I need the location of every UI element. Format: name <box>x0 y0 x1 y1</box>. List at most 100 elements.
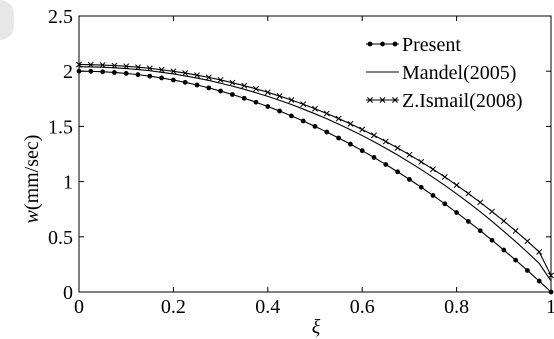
series-3-point-stroke <box>548 272 554 279</box>
series-3-point-stroke <box>418 158 425 165</box>
series-1-point <box>395 169 400 175</box>
series-3-point <box>512 227 519 234</box>
series-3-point-stroke <box>512 227 519 234</box>
series-1-point <box>466 219 471 224</box>
series-3-point <box>146 65 153 72</box>
legend-swatch-marker <box>380 41 385 47</box>
series-3-point <box>87 61 94 68</box>
series-1-point <box>430 193 436 198</box>
series-3-point-stroke <box>430 166 436 173</box>
series-3-point-stroke <box>359 126 366 133</box>
series-3-point <box>489 208 495 215</box>
series-3-point <box>524 238 531 245</box>
legend-label: Present <box>402 34 461 56</box>
series-3-point-stroke <box>323 110 330 117</box>
series-3-point-stroke <box>253 85 259 92</box>
series-1-point <box>442 201 448 207</box>
legend-swatch-marker <box>379 97 386 103</box>
series-3-point <box>536 248 543 255</box>
series-3-point-stroke <box>170 68 177 75</box>
series-3-point <box>453 182 460 189</box>
series-3-point <box>205 74 212 81</box>
series-3-point-stroke <box>477 199 484 206</box>
series-1-point <box>536 278 542 284</box>
series-3-point <box>123 63 130 70</box>
series-1-point <box>548 289 554 295</box>
series-3-point-stroke <box>264 89 271 96</box>
series-1-point <box>112 70 117 75</box>
series-3-point <box>194 72 200 79</box>
series-3-point-stroke <box>87 61 94 68</box>
series-1-point <box>336 135 341 141</box>
series-3-point <box>276 93 283 99</box>
series-1-point <box>159 75 165 81</box>
series-1-point <box>312 124 318 129</box>
series-3-point-stroke <box>99 62 106 68</box>
x-tick-label: 0.8 <box>444 296 469 318</box>
series-1-point <box>171 77 176 83</box>
legend-swatch-marker-stroke <box>379 97 386 103</box>
series-3-point <box>371 132 377 139</box>
x-tick-label: 0 <box>74 296 84 318</box>
series-3-point <box>323 110 330 117</box>
series-1-point <box>359 148 365 154</box>
series-3-point <box>158 66 165 73</box>
series-1-point <box>324 129 330 135</box>
series-3-point <box>135 64 141 71</box>
series-1-point <box>182 79 188 85</box>
series-3-point-stroke <box>441 174 448 180</box>
series-1-point <box>418 184 424 190</box>
legend-swatch-marker <box>367 41 373 47</box>
legend-swatch-marker-stroke <box>367 97 373 103</box>
series-3-point-stroke <box>194 72 200 79</box>
y-tick-label: 0.5 <box>48 227 73 249</box>
legend: Present Mandel(2005) Z.Ismail(2008) <box>366 34 523 112</box>
series-1-point <box>147 73 153 79</box>
legend-swatch-marker <box>367 97 373 103</box>
series-3-point <box>359 126 366 133</box>
legend-swatch-marker <box>392 41 398 47</box>
series-1-point <box>277 108 282 114</box>
series-1-point <box>206 85 212 91</box>
series-3-point <box>477 199 484 206</box>
y-tick-label: 1.5 <box>48 116 73 138</box>
x-axis-label: ξ <box>312 316 321 338</box>
series-3-point <box>288 97 295 103</box>
legend-swatch-marker <box>392 97 398 103</box>
x-tick-label: 0.2 <box>161 296 186 318</box>
series-3-point-stroke <box>335 115 342 122</box>
series-1-point <box>123 71 129 76</box>
series-1-point <box>454 210 459 215</box>
series-3-point <box>465 190 472 197</box>
series-3-point-stroke <box>205 74 212 81</box>
series-3-point <box>217 76 224 83</box>
series-3-point-stroke <box>453 182 460 189</box>
axes: 0 0.2 0.4 0.6 0.8 1 0 0.5 1 1.5 2 2.5 <box>48 6 554 318</box>
series-3-point <box>99 62 106 68</box>
series-3 <box>76 61 554 279</box>
corner-decoration <box>0 0 14 40</box>
series-3-point-stroke <box>288 97 295 103</box>
series-1-point <box>76 68 82 74</box>
series-1-point <box>88 68 94 74</box>
plot-frame <box>78 15 552 293</box>
series-3-point-stroke <box>524 238 531 245</box>
series-1-point <box>100 69 105 75</box>
legend-label: Mandel(2005) <box>402 62 516 84</box>
series-1-point <box>135 72 141 78</box>
series-1-point <box>253 99 259 105</box>
series-3-point-stroke <box>182 70 189 77</box>
series-3-point-stroke <box>489 208 495 215</box>
series-1-point <box>230 92 235 97</box>
series-3-point-stroke <box>465 190 472 197</box>
series-3-point <box>347 120 354 127</box>
y-axis-label-unit: (mm/sec) <box>21 135 43 211</box>
series-1-point <box>501 247 507 253</box>
series-3-point <box>111 62 118 69</box>
series-1-point <box>489 237 495 243</box>
series-3-point <box>382 138 389 145</box>
series-3-point-stroke <box>241 82 248 89</box>
series-3-point <box>418 158 425 165</box>
series-3-point <box>241 82 248 89</box>
series-3-point <box>170 68 177 75</box>
